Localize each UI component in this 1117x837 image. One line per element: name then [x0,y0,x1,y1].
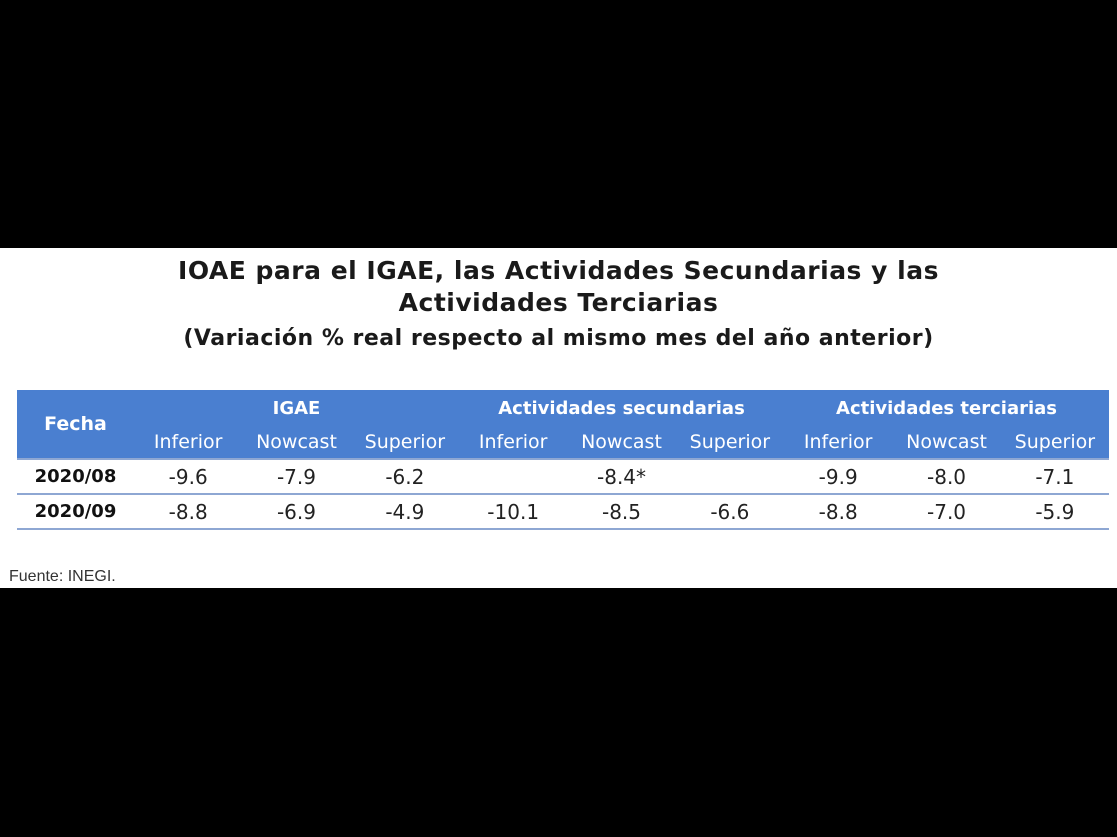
subheader-ter-superior: Superior [1000,426,1110,459]
ioae-table: Fecha IGAE Actividades secundarias Activ… [17,390,1110,530]
row-date: 2020/09 [17,493,134,530]
header-group-igae: IGAE [134,390,460,426]
document-panel: IOAE para el IGAE, las Actividades Secun… [0,248,1117,588]
source-note: Fuente: INEGI. [9,568,116,585]
header-fecha: Fecha [17,390,134,459]
cell-ter-inferior: -9.9 [784,458,893,494]
cell-sec-nowcast: -8.5 [567,493,676,530]
subheader-ter-nowcast: Nowcast [892,426,1001,459]
title-line-1: IOAE para el IGAE, las Actividades Secun… [178,256,939,285]
header-group-terciarias: Actividades terciarias [784,390,1110,426]
subheader-igae-nowcast: Nowcast [242,426,351,459]
subheader-igae-inferior: Inferior [134,426,243,459]
cell-ter-inferior: -8.8 [784,493,893,530]
cell-sec-superior: -6.6 [675,493,785,530]
cell-igae-superior: -4.9 [350,493,460,530]
cell-ter-nowcast: -7.0 [892,493,1001,530]
subheader-row: Inferior Nowcast Superior Inferior Nowca… [17,426,1110,459]
cell-secundarias-combined: -8.4* [459,458,785,494]
table-row: 2020/09 -8.8 -6.9 -4.9 -10.1 -8.5 -6.6 -… [17,493,1110,530]
subheader-ter-inferior: Inferior [784,426,893,459]
cell-igae-superior: -6.2 [350,458,460,494]
title-line-2: Actividades Terciarias [398,288,719,317]
subheader-sec-nowcast: Nowcast [567,426,676,459]
subheader-igae-superior: Superior [350,426,460,459]
table-row: 2020/08 -9.6 -7.9 -6.2 -8.4* -9.9 -8.0 -… [17,458,1110,494]
cell-sec-inferior: -10.1 [459,493,568,530]
cell-ter-nowcast: -8.0 [892,458,1001,494]
subheader-sec-superior: Superior [675,426,785,459]
row-date: 2020/08 [17,458,134,494]
cell-ter-superior: -5.9 [1000,493,1110,530]
subtitle: (Variación % real respecto al mismo mes … [183,326,934,351]
cell-igae-nowcast: -6.9 [242,493,351,530]
subheader-sec-inferior: Inferior [459,426,568,459]
header-group-secundarias: Actividades secundarias [459,390,785,426]
cell-igae-inferior: -9.6 [134,458,243,494]
cell-igae-inferior: -8.8 [134,493,243,530]
cell-ter-superior: -7.1 [1000,458,1110,494]
cell-igae-nowcast: -7.9 [242,458,351,494]
group-header-row: Fecha IGAE Actividades secundarias Activ… [17,390,1110,459]
